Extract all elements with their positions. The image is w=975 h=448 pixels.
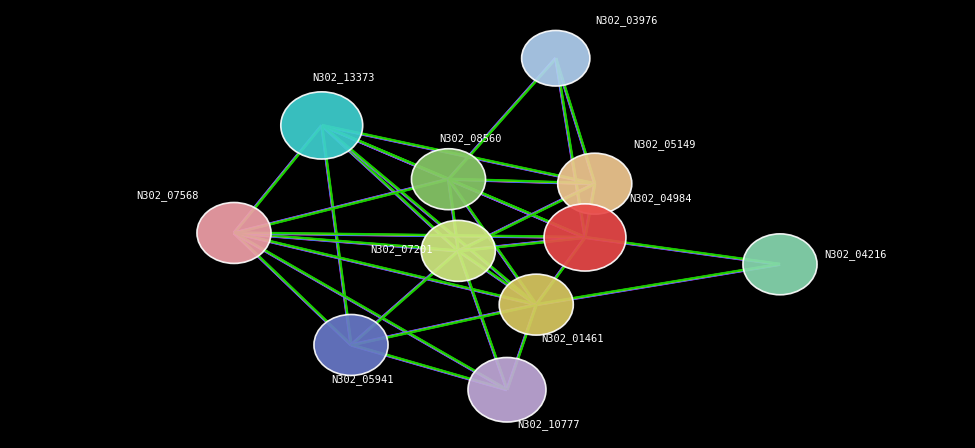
Text: N302_01461: N302_01461 — [541, 333, 604, 344]
Text: N302_07568: N302_07568 — [136, 190, 199, 201]
Ellipse shape — [197, 202, 271, 263]
Text: N302_08560: N302_08560 — [439, 134, 501, 144]
Ellipse shape — [544, 204, 626, 271]
Ellipse shape — [743, 234, 817, 295]
Text: N302_05149: N302_05149 — [634, 139, 696, 150]
Ellipse shape — [558, 153, 632, 214]
Text: N302_04984: N302_04984 — [629, 193, 691, 204]
Text: N302_04216: N302_04216 — [824, 249, 886, 260]
Text: N302_05941: N302_05941 — [332, 375, 394, 385]
Ellipse shape — [468, 358, 546, 422]
Ellipse shape — [421, 220, 495, 281]
Ellipse shape — [411, 149, 486, 210]
Text: N302_03976: N302_03976 — [595, 15, 657, 26]
Ellipse shape — [499, 274, 573, 335]
Ellipse shape — [522, 30, 590, 86]
Ellipse shape — [314, 314, 388, 375]
Text: N302_13373: N302_13373 — [312, 72, 374, 83]
Text: N302_07201: N302_07201 — [370, 245, 433, 255]
Text: N302_10777: N302_10777 — [517, 419, 579, 430]
Ellipse shape — [281, 92, 363, 159]
